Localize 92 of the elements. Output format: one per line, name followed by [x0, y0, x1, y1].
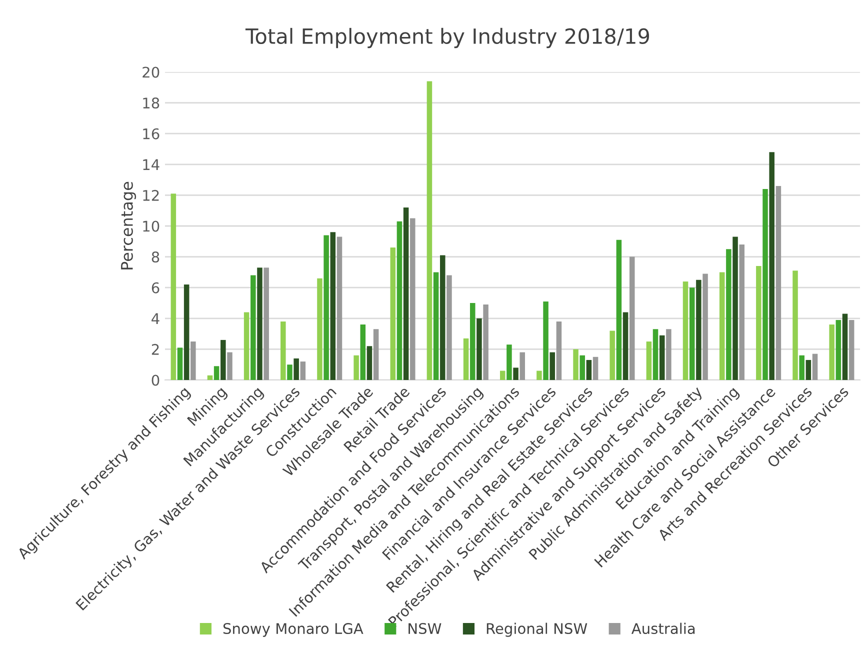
bar: [702, 274, 708, 380]
bar: [829, 324, 834, 380]
bar: [610, 330, 615, 380]
bar: [317, 278, 322, 380]
bar: [373, 329, 379, 380]
bar: [812, 354, 818, 380]
bar: [390, 248, 396, 380]
bar: [506, 344, 512, 380]
y-axis-title: Percentage: [121, 182, 136, 270]
bar: [264, 268, 269, 380]
bar: [543, 301, 548, 380]
y-tick-label: 12: [143, 190, 159, 201]
bar: [433, 272, 439, 380]
bar: [300, 362, 306, 380]
bar: [244, 312, 250, 380]
bar: [520, 352, 526, 380]
bar: [336, 236, 342, 380]
bar: [652, 329, 658, 380]
bar: [476, 318, 482, 380]
bar: [666, 329, 672, 380]
chart-title: Total Employment by Industry 2018/19: [245, 28, 650, 48]
bar: [257, 268, 262, 380]
bar: [769, 152, 774, 380]
bar: [287, 364, 292, 380]
bar: [207, 375, 213, 380]
legend-label: Australia: [631, 622, 695, 634]
bar: [550, 352, 556, 380]
bar: [792, 270, 798, 380]
legend-label: Snowy Monaro LGA: [223, 623, 364, 637]
bar: [776, 186, 782, 380]
bar: [446, 275, 452, 380]
bar: [739, 244, 744, 380]
bar: [227, 352, 232, 380]
y-tick-label: 0: [152, 374, 160, 386]
legend-label: Regional NSW: [486, 622, 588, 637]
bar: [622, 312, 628, 380]
bar: [360, 324, 366, 380]
bar: [682, 281, 688, 380]
bar: [324, 235, 329, 380]
bar: [646, 342, 652, 380]
bar: [806, 360, 812, 380]
bar: [470, 303, 476, 380]
bar: [696, 280, 702, 380]
bar: [220, 340, 226, 380]
y-tick-label: 6: [152, 282, 160, 294]
bar: [799, 355, 804, 380]
bar: [513, 368, 518, 380]
bar: [536, 370, 542, 380]
bar: [214, 366, 220, 380]
bar: [396, 221, 402, 380]
y-tick-label: 4: [152, 313, 160, 324]
bar: [756, 266, 762, 380]
bar: [556, 321, 562, 380]
y-tick-label: 2: [152, 344, 159, 355]
bar: [366, 346, 372, 380]
bar: [170, 194, 176, 380]
bar: [330, 232, 336, 380]
bar: [463, 338, 469, 380]
bar: [573, 349, 578, 380]
bar: [616, 240, 622, 380]
bar: [848, 320, 854, 380]
bar: [726, 249, 732, 380]
bar: [354, 355, 359, 380]
bar: [184, 284, 190, 380]
y-tick-label: 14: [143, 159, 160, 170]
bar: [586, 360, 592, 380]
bar: [719, 272, 725, 380]
y-tick-label: 8: [152, 252, 160, 263]
bar: [294, 358, 299, 380]
bar: [250, 275, 256, 380]
bar: [500, 370, 506, 380]
bar: [629, 256, 635, 380]
y-tick-label: 10: [143, 220, 160, 232]
bar: [842, 314, 848, 380]
bar: [190, 342, 196, 380]
bar: [689, 288, 695, 380]
bar: [410, 218, 416, 380]
y-tick-label: 20: [142, 66, 160, 78]
bar: [177, 348, 183, 380]
bar: [580, 355, 585, 380]
bar: [592, 356, 598, 380]
bar: [483, 304, 488, 380]
bar: [280, 321, 286, 380]
bar: [659, 335, 665, 380]
bar: [403, 208, 409, 380]
bar: [836, 320, 842, 380]
bar: [440, 255, 446, 380]
y-tick-label: 18: [143, 98, 160, 109]
bar: [762, 189, 768, 380]
y-tick-label: 16: [143, 128, 160, 140]
bar: [732, 236, 738, 380]
bar: [426, 81, 432, 380]
